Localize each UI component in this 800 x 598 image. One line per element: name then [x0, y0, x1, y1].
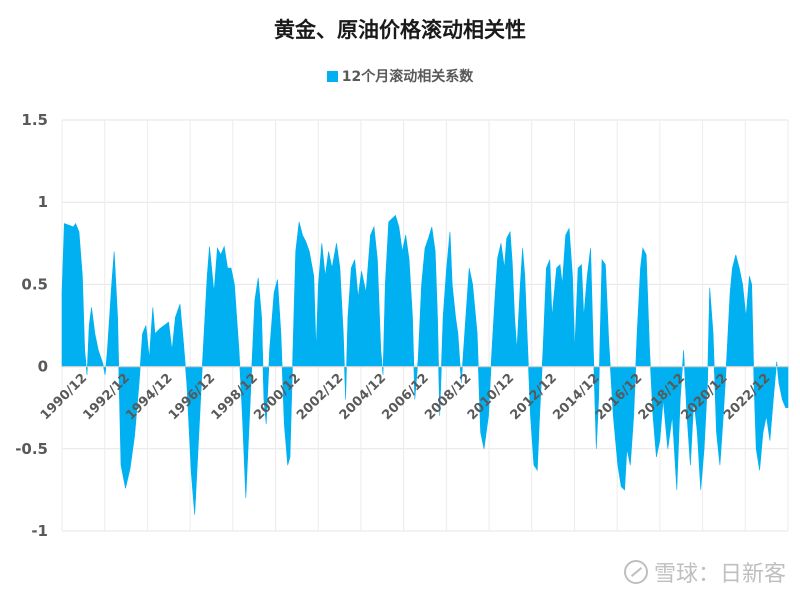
legend-swatch [326, 71, 338, 82]
y-tick-label: 1 [38, 193, 48, 211]
legend-label: 12个月滚动相关系数 [341, 69, 474, 85]
watermark: 雪球：日新客 [623, 556, 786, 588]
y-tick-label: -1 [31, 522, 48, 540]
series-area [61, 214, 789, 515]
y-tick-label: 0.5 [21, 275, 48, 293]
xueqiu-logo-icon [623, 560, 648, 584]
y-tick-labels: 1.5 1 0.5 0 -0.5 -1 [15, 111, 48, 540]
y-tick-label: 1.5 [21, 111, 48, 129]
watermark-text: 雪球：日新客 [653, 562, 786, 587]
y-tick-label: 0 [38, 358, 48, 376]
area-series [61, 214, 789, 515]
chart-title: 黄金、原油价格滚动相关性 [274, 18, 526, 42]
legend: 12个月滚动相关系数 [0, 66, 800, 86]
y-tick-label: -0.5 [15, 440, 48, 458]
